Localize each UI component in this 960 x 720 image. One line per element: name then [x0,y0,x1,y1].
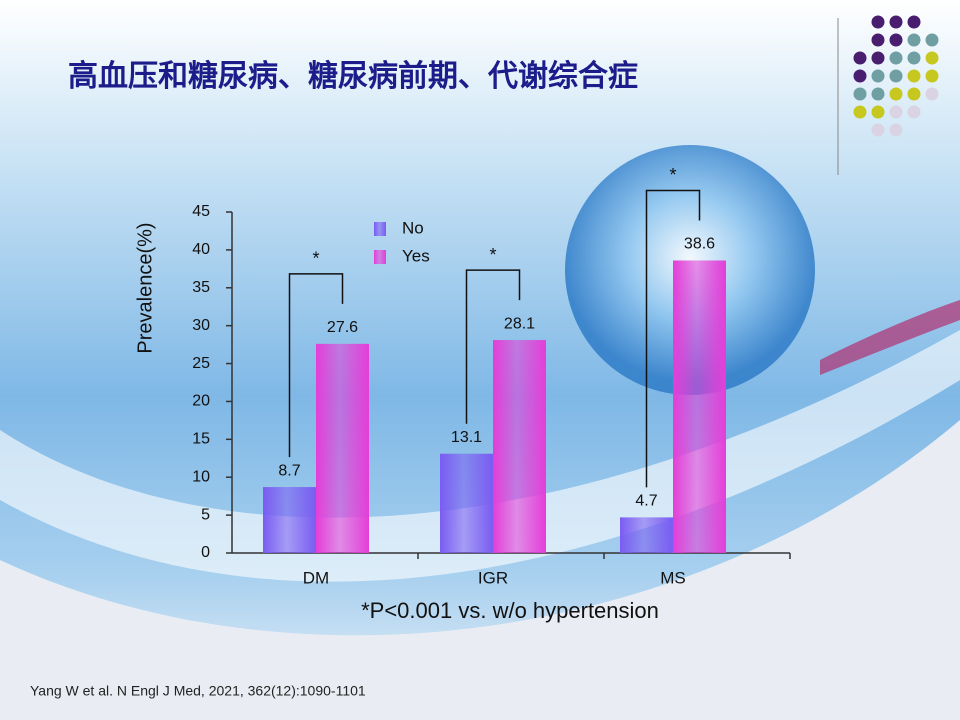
swoosh-accent [820,300,960,375]
dot [871,87,885,101]
dot-grid [853,15,939,137]
dot [889,69,903,83]
significance-marker: * [312,249,319,269]
dot [853,105,867,119]
value-label: 27.6 [327,319,358,336]
significance-marker: * [669,165,676,185]
dot [853,69,867,83]
y-tick-label: 15 [192,431,210,448]
bar [673,260,726,553]
dot [889,33,903,47]
dot [871,33,885,47]
y-tick-label: 5 [201,506,210,523]
legend-label: No [402,218,424,237]
dot [925,51,939,65]
dot [907,33,921,47]
dot [889,51,903,65]
y-axis-label: Prevalence(%) [134,222,156,353]
x-tick-label: IGR [478,568,508,587]
y-tick-label: 35 [192,279,210,296]
legend-swatch [374,222,386,236]
significance-bracket [645,189,701,488]
value-label: 38.6 [684,236,715,253]
slide-title: 高血压和糖尿病、糖尿病前期、代谢综合症 [68,59,638,93]
x-tick-label: DM [303,568,329,587]
value-label: 28.1 [504,315,535,332]
bar [263,487,316,553]
dot [871,15,885,29]
dot [853,51,867,65]
value-label: 8.7 [278,462,300,479]
value-label: 4.7 [635,493,657,510]
value-label: 13.1 [451,429,482,446]
y-tick-label: 30 [192,317,210,334]
dot [889,123,903,137]
significance-bracket [288,273,344,458]
dot [925,87,939,101]
dot [889,87,903,101]
y-tick-label: 0 [201,544,210,561]
dot [871,51,885,65]
bar [620,517,673,553]
dot [925,69,939,83]
y-tick-label: 20 [192,393,210,410]
dot [871,105,885,119]
dot [907,105,921,119]
dot [907,87,921,101]
dot [889,105,903,119]
bar [440,453,493,553]
dot [871,123,885,137]
dot [907,15,921,29]
y-tick-label: 10 [192,468,210,485]
y-tick-label: 40 [192,241,210,258]
footnote: *P<0.001 vs. w/o hypertension [361,598,659,623]
significance-bracket [465,269,521,424]
legend-label: Yes [402,246,430,265]
citation: Yang W et al. N Engl J Med, 2021, 362(12… [30,683,366,699]
x-tick-label: MS [660,568,686,587]
y-tick-label: 45 [192,203,210,220]
significance-marker: * [489,245,496,265]
bar [493,340,546,553]
swoosh-bottom [0,420,960,720]
swoosh [0,330,960,582]
dot [871,69,885,83]
dot [889,15,903,29]
dot [925,33,939,47]
dot [907,51,921,65]
dot [907,69,921,83]
dot [853,87,867,101]
legend-swatch [374,250,386,264]
bar [316,343,369,553]
y-tick-label: 25 [192,355,210,372]
